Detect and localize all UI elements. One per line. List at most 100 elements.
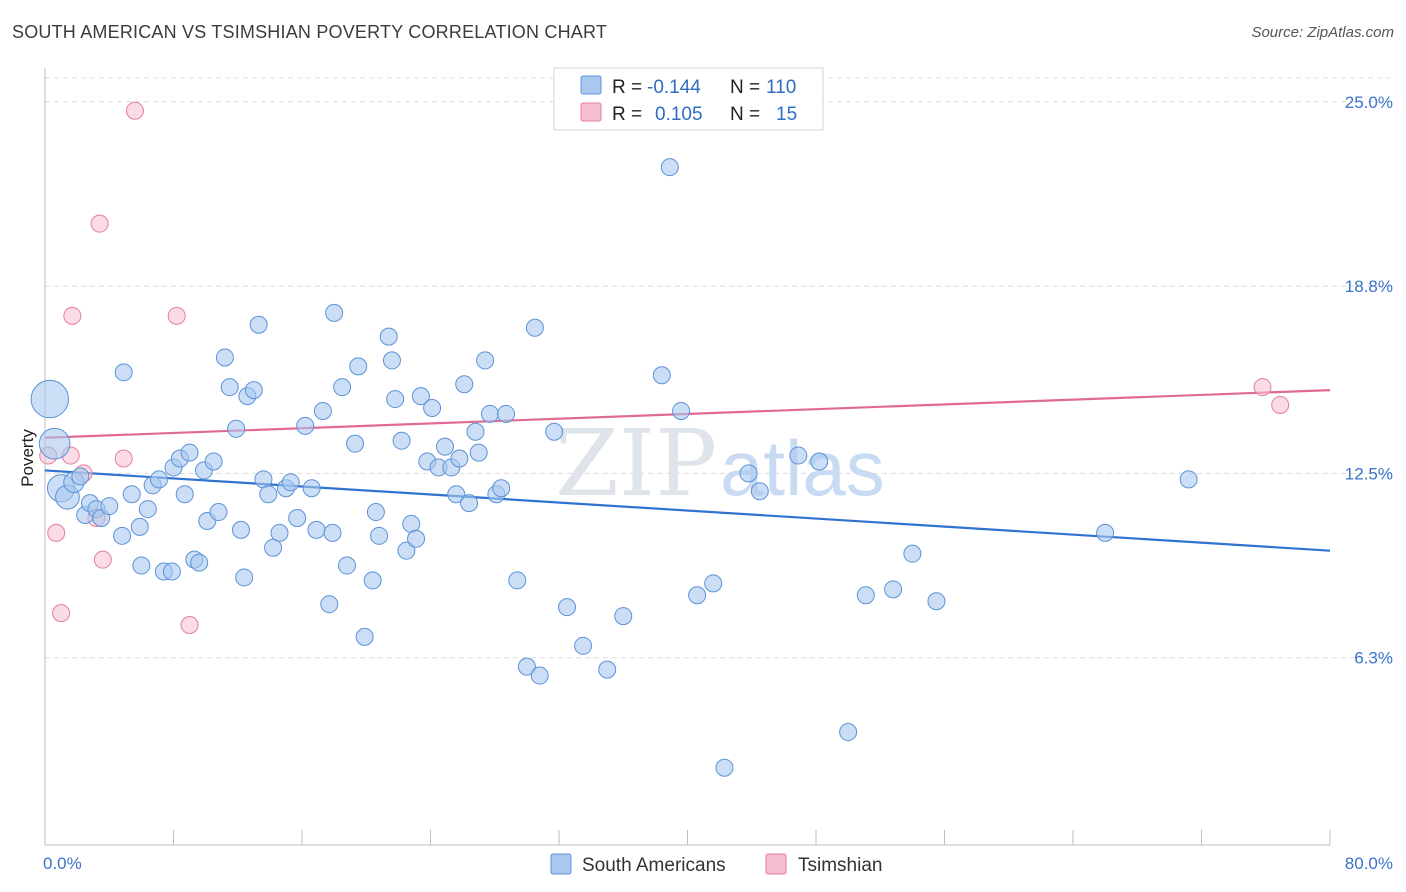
tsimshian-point xyxy=(52,604,71,623)
south-american-point xyxy=(231,520,250,539)
south-american-point xyxy=(100,497,119,516)
south-american-point xyxy=(302,479,321,498)
south-american-point xyxy=(466,422,485,441)
tsimshian-point xyxy=(167,306,186,325)
tsimshian-point xyxy=(180,616,199,635)
tsimshian-point xyxy=(47,523,66,542)
south-american-point xyxy=(180,443,199,462)
south-american-point xyxy=(355,627,374,646)
south-american-point xyxy=(220,378,239,397)
x-tick-label-max: 80.0% xyxy=(1345,854,1393,873)
south-american-point xyxy=(190,553,209,572)
y-tick-label: 6.3% xyxy=(1354,649,1393,668)
south-american-point xyxy=(337,556,356,575)
south-american-point xyxy=(349,357,368,376)
south-american-point xyxy=(204,452,223,471)
source-label: Source: ZipAtlas.com xyxy=(1251,24,1394,41)
south-american-point xyxy=(249,315,268,334)
legend-n-label-1: N = xyxy=(730,77,760,98)
south-american-point xyxy=(750,482,769,501)
south-american-point xyxy=(1096,523,1115,542)
tsimshian-point xyxy=(1271,396,1290,415)
legend-r-value-2: 0.105 xyxy=(655,104,703,125)
chart-title: SOUTH AMERICAN VS TSIMSHIAN POVERTY CORR… xyxy=(12,22,608,42)
south-american-point xyxy=(114,363,133,382)
y-tick-labels: 6.3% 12.5% 18.8% 25.0% xyxy=(1345,93,1393,668)
south-american-point xyxy=(739,464,758,483)
south-american-point xyxy=(652,366,671,385)
south-american-point xyxy=(227,419,246,438)
south-american-point xyxy=(386,390,405,409)
legend-swatch-tsimshian xyxy=(580,102,602,122)
bottom-legend-tsimshian: Tsimshian xyxy=(798,855,882,876)
x-tick-label-min: 0.0% xyxy=(43,854,82,873)
south-american-point xyxy=(469,443,488,462)
south-american-point xyxy=(288,508,307,527)
south-american-points xyxy=(30,158,1198,777)
south-american-point xyxy=(407,529,426,548)
y-tick-label: 12.5% xyxy=(1345,464,1393,483)
south-american-point xyxy=(325,303,344,322)
bottom-legend-swatch-south-americans xyxy=(550,853,572,875)
south-american-point xyxy=(370,526,389,545)
south-american-point xyxy=(704,574,723,593)
tsimshian-point xyxy=(90,214,109,233)
south-american-point xyxy=(244,381,263,400)
south-american-point xyxy=(545,422,564,441)
south-american-point xyxy=(903,544,922,563)
south-american-point xyxy=(460,494,479,513)
south-american-point xyxy=(113,526,132,545)
south-american-point xyxy=(1179,470,1198,489)
south-american-point xyxy=(138,500,157,519)
south-american-point xyxy=(209,503,228,522)
legend-r-value-1: -0.144 xyxy=(647,77,701,98)
south-american-point xyxy=(884,580,903,599)
south-american-point xyxy=(614,607,633,626)
south-american-point xyxy=(270,523,289,542)
south-american-point xyxy=(346,434,365,453)
south-american-point xyxy=(660,158,679,177)
south-american-point xyxy=(492,479,511,498)
legend-r-label-2: R = xyxy=(612,104,642,125)
tsimshian-point xyxy=(93,550,112,569)
south-american-point xyxy=(313,401,332,420)
legend-box: R = -0.144 N = 110 R = 0.105 N = 15 xyxy=(553,67,824,131)
south-american-point xyxy=(235,568,254,587)
south-american-point xyxy=(558,598,577,617)
south-american-point xyxy=(281,473,300,492)
south-american-point xyxy=(215,348,234,367)
tsimshian-point xyxy=(63,306,82,325)
south-american-point xyxy=(447,485,466,504)
south-american-point xyxy=(397,541,416,560)
south-american-point xyxy=(122,485,141,504)
south-american-point xyxy=(789,446,808,465)
south-american-point xyxy=(264,538,283,557)
south-american-point xyxy=(296,416,315,435)
south-american-point xyxy=(530,666,549,685)
south-american-point xyxy=(323,523,342,542)
south-american-point xyxy=(162,562,181,581)
south-american-point xyxy=(496,404,515,423)
tsimshian-point xyxy=(114,449,133,468)
south-american-point xyxy=(856,586,875,605)
legend-n-value-2: 15 xyxy=(776,104,797,125)
bottom-legend-south-americans: South Americans xyxy=(582,855,726,876)
south-american-point xyxy=(411,387,430,406)
south-american-point xyxy=(71,467,90,486)
south-american-point xyxy=(450,449,469,468)
bottom-legend-swatch-tsimshian xyxy=(765,853,787,875)
south-american-point xyxy=(715,758,734,777)
south-american-point xyxy=(839,723,858,742)
south-american-point xyxy=(423,398,442,417)
south-american-point xyxy=(688,586,707,605)
south-american-point xyxy=(130,517,149,536)
tsimshian-point xyxy=(125,101,144,120)
south-american-point xyxy=(517,657,536,676)
south-american-point xyxy=(150,470,169,489)
south-american-point xyxy=(132,556,151,575)
legend-r-label-1: R = xyxy=(612,77,642,98)
y-tick-label: 18.8% xyxy=(1345,277,1393,296)
south-american-point xyxy=(455,375,474,394)
south-american-point xyxy=(480,404,499,423)
legend-n-value-1: 110 xyxy=(766,77,796,98)
